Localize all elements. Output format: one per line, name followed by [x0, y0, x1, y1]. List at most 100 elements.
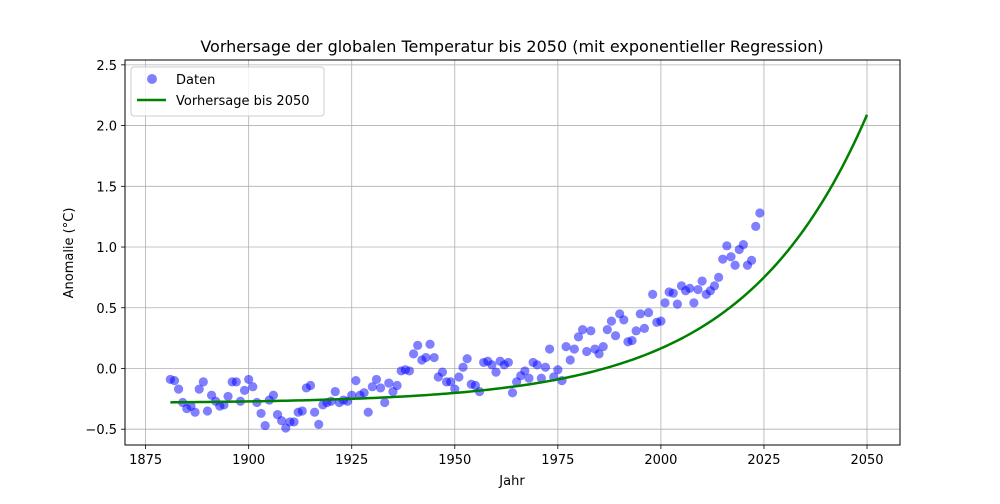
data-point: [277, 416, 287, 426]
data-point: [598, 342, 608, 352]
data-point: [668, 288, 678, 298]
data-point: [173, 384, 184, 394]
legend: Daten Vorhersage bis 2050: [130, 66, 325, 117]
plot-series: [165, 114, 869, 433]
data-point: [223, 391, 233, 402]
data-point: [582, 346, 592, 357]
data-point: [450, 384, 460, 394]
data-point: [540, 362, 551, 372]
data-point: [586, 326, 596, 336]
data-point: [425, 339, 435, 349]
data-point: [722, 241, 732, 251]
x-tick-label: 1925: [335, 453, 368, 468]
data-point: [573, 332, 584, 342]
data-point: [326, 396, 336, 406]
data-point: [631, 326, 641, 336]
data-point: [755, 208, 765, 218]
data-point: [545, 344, 555, 354]
data-point: [437, 367, 448, 377]
y-axis-label: Anomalie (°C): [62, 208, 77, 299]
data-point: [553, 365, 563, 375]
data-point: [746, 255, 757, 265]
data-point: [297, 406, 307, 416]
data-point: [408, 349, 419, 359]
forecast-line: [170, 114, 869, 404]
data-point: [697, 276, 707, 286]
data-point: [310, 407, 320, 417]
data-point: [524, 373, 534, 383]
data-point: [248, 382, 258, 392]
data-point: [421, 352, 431, 363]
data-point: [648, 289, 658, 300]
x-axis-label: Jahr: [498, 474, 525, 489]
data-point: [429, 352, 439, 363]
data-point: [202, 406, 213, 416]
data-point: [491, 367, 501, 377]
data-point: [194, 384, 204, 394]
data-point: [602, 325, 612, 335]
x-tick-label: 1875: [129, 453, 162, 468]
x-tick-label: 1900: [232, 453, 265, 468]
data-point: [569, 344, 579, 354]
data-point: [244, 374, 254, 385]
data-point: [198, 377, 208, 387]
data-point: [380, 397, 390, 408]
data-point: [627, 335, 637, 346]
data-point: [738, 240, 748, 250]
data-point: [610, 331, 621, 341]
data-point: [520, 366, 530, 376]
data-point: [685, 283, 695, 293]
data-point: [314, 419, 324, 429]
x-tick-label: 1975: [541, 453, 574, 468]
data-point: [730, 260, 740, 270]
data-point: [268, 390, 279, 400]
y-tick-label: 0.0: [96, 362, 117, 377]
data-point: [714, 272, 724, 282]
data-point: [392, 380, 402, 391]
plot-frame: [124, 59, 901, 446]
y-tick-label: 0.5: [96, 302, 117, 317]
x-tick-label: 1950: [438, 453, 471, 468]
data-point: [231, 377, 241, 387]
data-point: [565, 355, 575, 365]
data-point: [639, 323, 650, 334]
data-point: [260, 420, 270, 431]
legend-label-daten: Daten: [176, 73, 215, 88]
data-point: [635, 309, 645, 319]
data-point: [371, 374, 382, 385]
y-tick-label: 1.5: [96, 180, 117, 195]
data-point: [660, 298, 670, 308]
data-point: [458, 362, 468, 372]
data-point: [462, 354, 472, 364]
data-point: [330, 386, 340, 397]
data-point: [532, 360, 542, 370]
y-tick-label: 2.0: [96, 120, 117, 135]
legend-box: [130, 66, 325, 117]
data-point: [359, 388, 369, 398]
data-point: [454, 372, 464, 382]
data-point: [363, 407, 373, 417]
data-point: [693, 284, 703, 295]
x-tick-label: 2025: [747, 453, 780, 468]
data-point: [446, 377, 456, 387]
data-point: [606, 316, 617, 326]
data-point: [672, 299, 682, 309]
x-tick-label: 2050: [850, 453, 883, 468]
data-point: [256, 408, 266, 419]
data-point: [718, 254, 728, 264]
data-point: [594, 349, 604, 359]
y-tick-label: −0.5: [85, 423, 117, 438]
data-point: [577, 325, 588, 335]
data-point: [384, 378, 394, 388]
data-point: [709, 281, 720, 291]
legend-marker-daten: [147, 74, 157, 84]
data-point: [619, 315, 629, 325]
axes: 1875 1900 1925 1950 1975 2000 2025 2050 −0.5 0.0 0…: [85, 59, 883, 468]
grid: [125, 60, 900, 445]
data-point: [190, 407, 200, 417]
x-tick-label: 2000: [644, 453, 677, 468]
data-point: [507, 388, 518, 398]
data-point: [751, 221, 761, 231]
